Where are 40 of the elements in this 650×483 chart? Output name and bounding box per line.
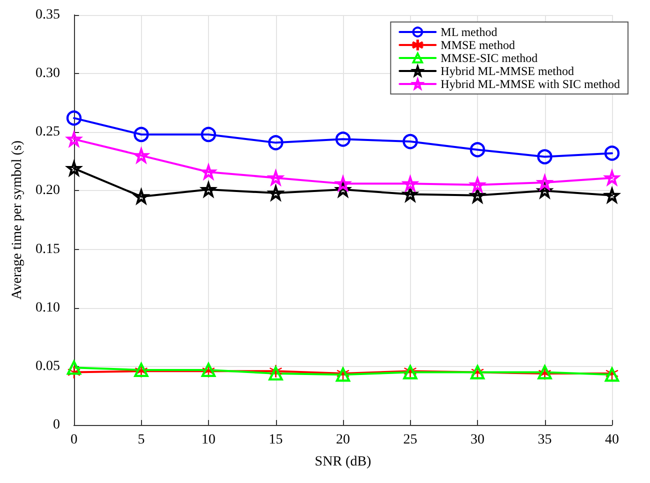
x-tick-label: 20 <box>336 432 350 448</box>
x-tick-label: 40 <box>605 432 619 448</box>
x-tick-label: 10 <box>202 432 216 448</box>
point <box>537 149 552 164</box>
y-tick-label: 0.10 <box>36 300 60 316</box>
point <box>470 142 486 158</box>
point <box>134 189 148 204</box>
point <box>335 132 351 147</box>
point <box>66 110 82 126</box>
legend-label: MMSE method <box>440 38 516 52</box>
point <box>134 126 149 142</box>
legend-label: Hybrid ML-MMSE method <box>440 64 574 78</box>
point <box>538 175 552 190</box>
y-tick-label: 0 <box>53 418 60 432</box>
x-tick-label: 25 <box>403 432 418 448</box>
y-tick-label: 0.35 <box>36 8 60 22</box>
point <box>200 126 216 142</box>
x-axis-title: SNR (dB) <box>314 454 372 470</box>
point <box>134 148 148 163</box>
legend-label: Hybrid ML-MMSE with SIC method <box>440 77 620 91</box>
x-tick-label: 15 <box>268 432 283 448</box>
y-tick-label: 0.20 <box>36 183 60 198</box>
point <box>268 366 283 381</box>
y-tick-label: 0.30 <box>36 66 60 82</box>
y-tick-label: 0.05 <box>36 358 60 374</box>
point <box>268 186 283 200</box>
point <box>270 364 282 378</box>
point <box>604 146 620 161</box>
x-tick-label: 35 <box>538 432 552 448</box>
y-axis-title: Average time per symbol (s) <box>10 140 26 300</box>
legend-label: MMSE-SIC method <box>440 51 538 65</box>
x-tick-label: 0 <box>70 432 78 448</box>
y-tick-label: 0.15 <box>36 242 60 257</box>
point <box>402 134 418 150</box>
y-tick-label: 0.25 <box>36 124 60 140</box>
point <box>268 135 284 150</box>
legend-label: ML method <box>440 25 498 39</box>
point <box>201 182 216 197</box>
x-tick-label: 5 <box>138 432 145 448</box>
x-tick-label: 30 <box>470 432 484 448</box>
